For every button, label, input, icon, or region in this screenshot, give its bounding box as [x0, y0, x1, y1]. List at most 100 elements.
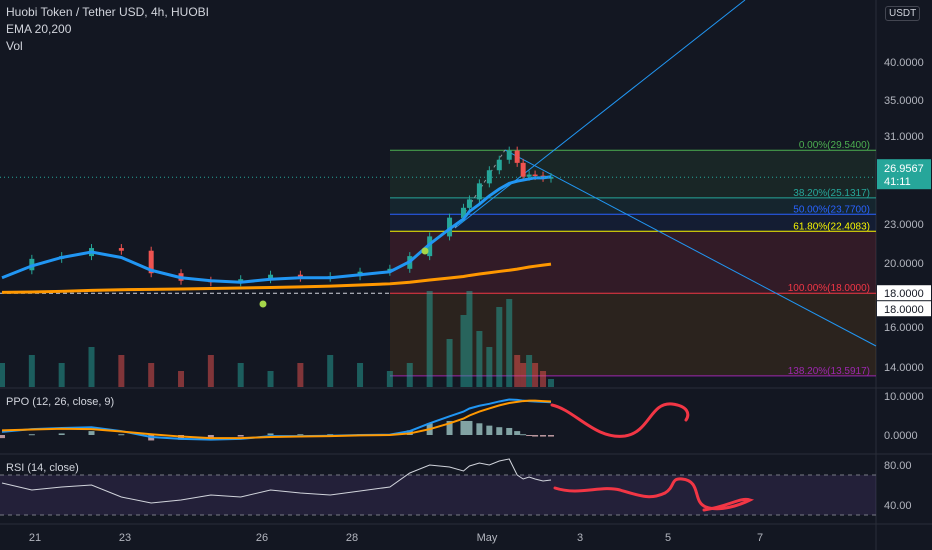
candle-body[interactable] — [496, 159, 502, 171]
volume-bar — [526, 355, 533, 387]
volume-legend[interactable]: Vol — [6, 39, 23, 53]
time-axis-tick: 28 — [346, 532, 358, 544]
ppo-axis-tick: 0.0000 — [884, 430, 918, 442]
ppo-histogram-bar — [0, 435, 5, 439]
ppo-histogram-bar — [297, 434, 304, 436]
candle-body[interactable] — [514, 150, 520, 163]
price-axis-tick: 40.0000 — [884, 57, 924, 69]
fib-zone — [390, 231, 876, 294]
ppo-histogram-bar — [28, 434, 35, 436]
volume-bar — [514, 355, 521, 387]
volume-bar — [540, 371, 547, 387]
volume-bar — [446, 339, 453, 387]
rsi-axis-tick: 40.00 — [884, 500, 912, 512]
drawing-annotation[interactable] — [550, 402, 690, 438]
volume-bar — [386, 371, 393, 387]
volume-bar — [357, 363, 364, 387]
ppo-histogram-bar — [532, 435, 539, 437]
candle-body[interactable] — [238, 279, 244, 283]
ppo-histogram-bar — [237, 435, 244, 437]
ppo-axis-tick: 10.0000 — [884, 391, 924, 403]
currency-button[interactable]: USDT — [885, 6, 921, 21]
ema-legend[interactable]: EMA 20,200 — [6, 22, 72, 36]
ppo-histogram-bar — [327, 434, 334, 436]
candle-body[interactable] — [532, 174, 538, 177]
ppo-histogram-bar — [540, 435, 547, 437]
ppo-histogram-bar — [446, 420, 453, 435]
volume-bar — [406, 363, 413, 387]
candle-body[interactable] — [427, 236, 433, 257]
candle-body[interactable] — [476, 183, 482, 200]
fib-level-label: 50.00%(23.7700) — [793, 204, 870, 215]
ema-cross-marker — [259, 300, 267, 308]
ema-200-line[interactable] — [1, 262, 552, 294]
ppo-histogram-bar — [460, 420, 467, 435]
volume-bar — [297, 363, 304, 387]
ppo-histogram-bar — [486, 425, 493, 435]
rsi-line[interactable] — [1, 458, 552, 504]
ema-20-line[interactable] — [1, 175, 552, 284]
ppo-histogram-bar — [207, 435, 214, 439]
volume-bar — [426, 291, 433, 387]
ppo-histogram-bar — [118, 434, 125, 436]
volume-bar — [58, 363, 65, 387]
ppo-histogram-bar — [58, 433, 65, 435]
volume-bar — [88, 347, 95, 387]
ppo-histogram-bar — [496, 427, 503, 435]
ppo-histogram-bar — [476, 423, 483, 435]
candle-body[interactable] — [506, 150, 512, 160]
candle-body[interactable] — [118, 248, 124, 251]
ppo-signal-line[interactable] — [1, 399, 552, 440]
candle-body[interactable] — [486, 170, 492, 184]
ppo-pane-label[interactable]: PPO (12, 26, close, 9) — [6, 396, 115, 408]
candle-body[interactable] — [268, 274, 274, 280]
volume-bar — [118, 355, 125, 387]
candle-body[interactable] — [526, 174, 532, 177]
ppo-histogram-bar — [88, 431, 95, 435]
ppo-histogram-bar — [514, 431, 521, 435]
volume-bar — [466, 291, 473, 387]
candle-body[interactable] — [447, 217, 453, 237]
level-tag-value: 18.0000 — [884, 288, 924, 300]
candle-body[interactable] — [520, 162, 526, 177]
level-tag — [877, 301, 931, 317]
bar-countdown: 41:11 — [884, 176, 911, 188]
volume-bar — [460, 315, 467, 387]
candle-body[interactable] — [466, 199, 472, 208]
volume-bar — [327, 355, 334, 387]
time-axis-tick: 21 — [29, 532, 41, 544]
price-axis-tick: 23.0000 — [884, 219, 924, 231]
ppo-histogram-bar — [520, 434, 527, 436]
last-price-tag — [877, 159, 931, 190]
volume-bar — [237, 363, 244, 387]
fib-level-label: 61.80%(22.4083) — [793, 221, 870, 232]
level-tag-value: 18.0000 — [884, 304, 924, 316]
volume-bar — [0, 363, 5, 387]
level-tag — [877, 285, 931, 301]
ppo-histogram-bar — [526, 435, 533, 436]
time-axis-tick: 26 — [256, 532, 268, 544]
fib-zone — [390, 150, 876, 198]
drawing-annotation[interactable] — [553, 477, 755, 512]
rsi-pane-label[interactable]: RSI (14, close) — [6, 462, 79, 474]
ppo-line[interactable] — [1, 398, 552, 441]
price-axis-tick: 16.0000 — [884, 322, 924, 334]
fib-zone — [390, 214, 876, 232]
ppo-histogram-bar — [267, 433, 274, 435]
trend-line-up[interactable] — [454, 0, 746, 229]
volume-bar — [476, 331, 483, 387]
time-axis-tick: 7 — [757, 532, 763, 544]
price-axis-tick: 31.0000 — [884, 131, 924, 143]
volume-bar — [506, 299, 513, 387]
time-axis-tick: 3 — [577, 532, 583, 544]
volume-bar — [532, 363, 539, 387]
fib-level-label: 100.00%(18.0000) — [788, 283, 870, 294]
trend-line-down[interactable] — [504, 149, 877, 347]
candle-body[interactable] — [297, 274, 303, 278]
time-axis-tick: May — [477, 532, 498, 544]
candle-body[interactable] — [460, 207, 466, 218]
symbol-title[interactable]: Huobi Token / Tether USD, 4h, HUOBI — [6, 5, 209, 19]
candle-body[interactable] — [148, 250, 154, 274]
